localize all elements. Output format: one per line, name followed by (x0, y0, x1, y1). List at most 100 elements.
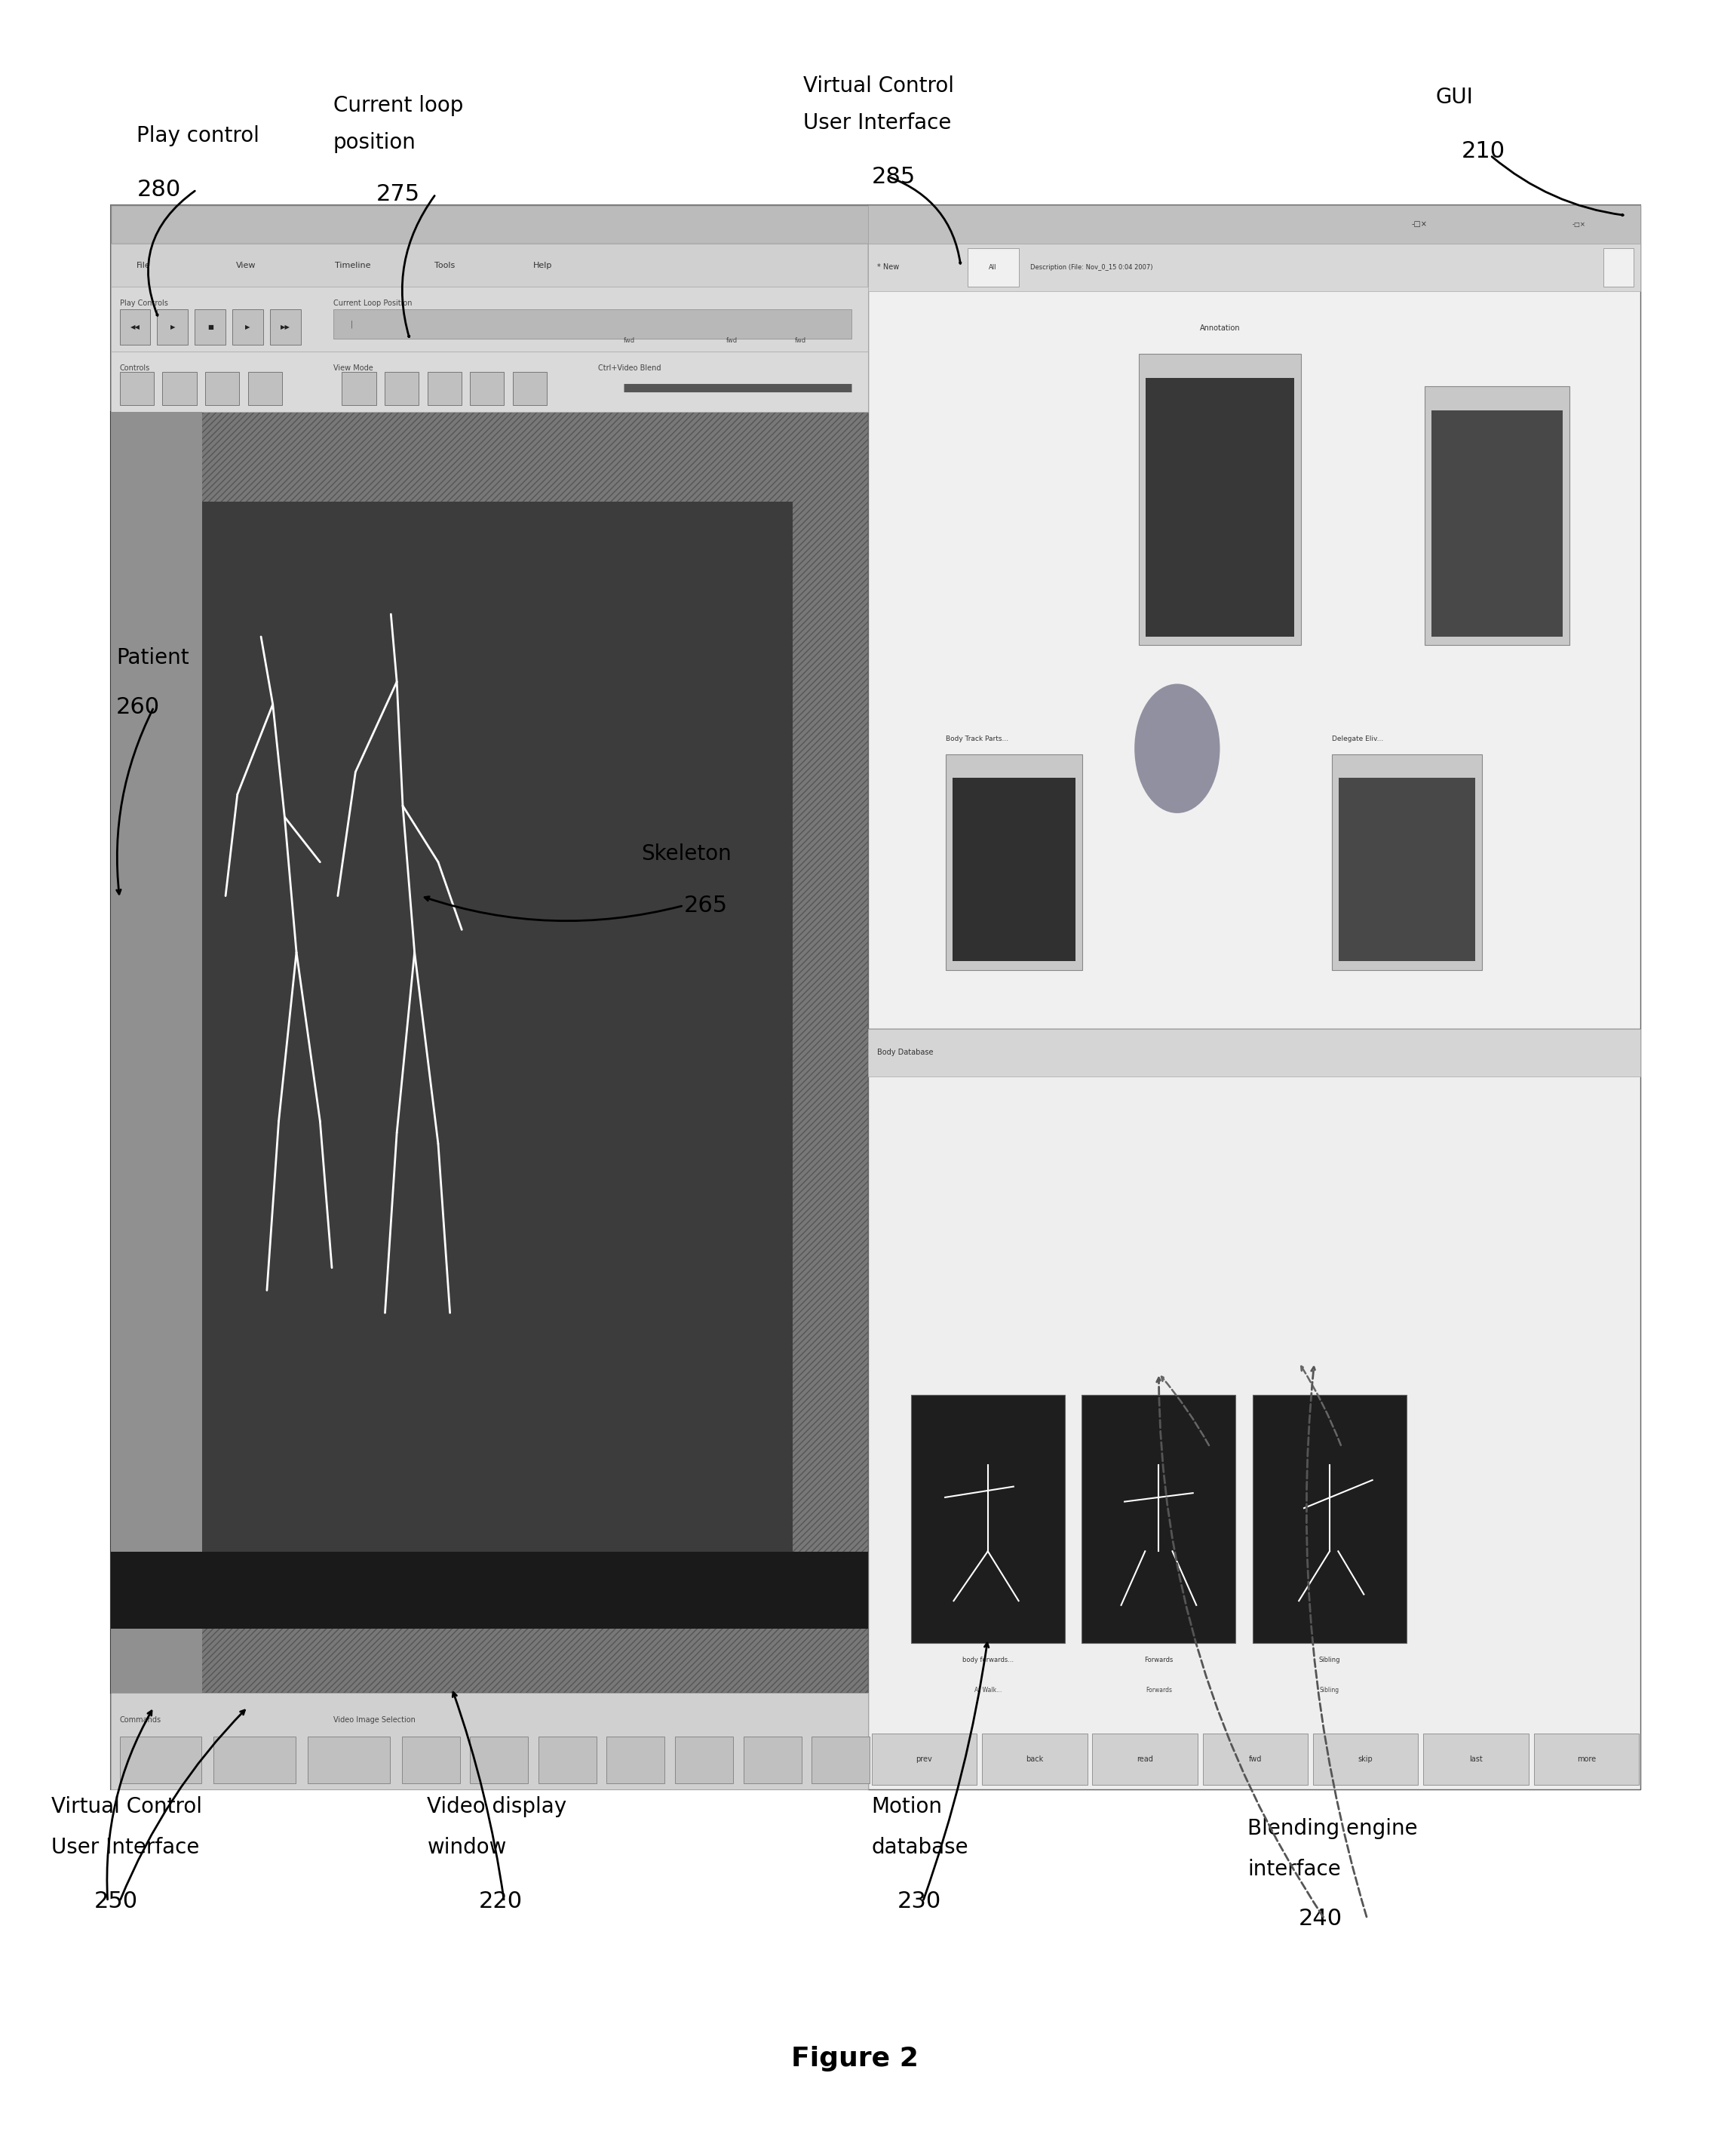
Bar (402, 1736, 460, 1783)
Bar (1092, 1733, 1198, 1785)
Bar (248, 373, 282, 405)
Bar (983, 1733, 1087, 1785)
Text: 260: 260 (116, 696, 161, 718)
Bar (111, 1692, 868, 1789)
Text: File: File (137, 261, 150, 270)
Bar (111, 351, 868, 412)
Bar (945, 755, 1082, 970)
Text: Motion: Motion (872, 1796, 942, 1818)
Bar (1203, 1733, 1307, 1785)
Text: User Interface: User Interface (803, 112, 952, 134)
Bar (157, 310, 188, 345)
Text: 280: 280 (137, 179, 181, 201)
Bar (1533, 1733, 1639, 1785)
Bar (195, 310, 226, 345)
Text: Description (File: Nov_0_15 0:04 2007): Description (File: Nov_0_15 0:04 2007) (1031, 263, 1154, 272)
Text: back: back (1025, 1755, 1044, 1764)
Text: Current Loop Position: Current Loop Position (333, 300, 412, 306)
Bar (513, 373, 547, 405)
Text: Delegate Eliv...: Delegate Eliv... (1331, 735, 1383, 742)
Text: 210: 210 (1461, 140, 1506, 162)
Text: Timeline: Timeline (335, 261, 371, 270)
Bar (232, 310, 263, 345)
Text: ▶▶: ▶▶ (280, 323, 291, 330)
Text: Tools: Tools (434, 261, 455, 270)
Text: interface: interface (1248, 1858, 1342, 1880)
Text: Figure 2: Figure 2 (791, 2046, 918, 2072)
Text: View Mode: View Mode (333, 364, 373, 373)
Text: Ctrl+Video Blend: Ctrl+Video Blend (598, 364, 661, 373)
Bar (342, 373, 376, 405)
Bar (872, 1733, 978, 1785)
Text: last: last (1470, 1755, 1483, 1764)
Text: 230: 230 (897, 1891, 942, 1912)
Bar (1145, 377, 1294, 636)
Text: window: window (427, 1837, 508, 1858)
Bar (1603, 248, 1634, 287)
Bar (470, 1736, 528, 1783)
Bar (607, 1736, 665, 1783)
Bar (868, 205, 1641, 244)
Text: Controls: Controls (120, 364, 150, 373)
Bar (952, 778, 1075, 962)
Bar (1430, 410, 1562, 636)
Bar (538, 1736, 596, 1783)
Bar (111, 287, 868, 351)
Bar (214, 1736, 296, 1783)
Text: fwd: fwd (795, 336, 807, 345)
Bar (1424, 386, 1569, 645)
Text: Video Image Selection: Video Image Selection (333, 1716, 415, 1723)
Bar (1253, 1395, 1407, 1643)
Bar (202, 502, 793, 1628)
Bar (111, 244, 1641, 287)
Bar (1424, 1733, 1528, 1785)
Text: Annotation: Annotation (1200, 326, 1241, 332)
Text: Current loop: Current loop (333, 95, 463, 116)
Text: Skeleton: Skeleton (641, 843, 731, 865)
Text: -□×: -□× (1572, 220, 1586, 229)
Bar (385, 373, 419, 405)
Text: Sibling: Sibling (1319, 1656, 1340, 1664)
Bar (111, 205, 1641, 244)
Text: -□×: -□× (1412, 220, 1427, 229)
Text: Video display: Video display (427, 1796, 567, 1818)
Text: fwd: fwd (726, 336, 738, 345)
Text: Patient: Patient (116, 647, 190, 668)
Text: |: | (350, 321, 352, 328)
Bar (1138, 354, 1301, 645)
Ellipse shape (1135, 683, 1220, 813)
Text: Commands: Commands (120, 1716, 161, 1723)
Text: * New: * New (877, 263, 899, 272)
Bar (111, 412, 202, 1692)
Text: Sibling: Sibling (1319, 1686, 1340, 1695)
Text: Forwards: Forwards (1145, 1686, 1172, 1695)
Text: 285: 285 (872, 166, 916, 188)
Bar (1082, 1395, 1236, 1643)
Text: fwd: fwd (624, 336, 636, 345)
Text: Body Database: Body Database (877, 1048, 933, 1056)
Bar (812, 1736, 870, 1783)
Text: fwd: fwd (1249, 1755, 1261, 1764)
Bar (111, 205, 868, 1789)
Text: 240: 240 (1299, 1908, 1343, 1930)
Bar (1331, 755, 1482, 970)
Text: read: read (1136, 1755, 1154, 1764)
Text: 265: 265 (684, 895, 728, 916)
Bar (868, 244, 1641, 291)
Text: Virtual Control: Virtual Control (803, 75, 954, 97)
Text: Virtual Control: Virtual Control (51, 1796, 202, 1818)
Text: position: position (333, 132, 415, 153)
Text: prev: prev (916, 1755, 933, 1764)
Bar (1338, 778, 1475, 962)
Text: ◀◀: ◀◀ (130, 323, 140, 330)
Bar (427, 373, 461, 405)
Text: ■: ■ (207, 323, 214, 330)
Text: database: database (872, 1837, 969, 1858)
Text: Body Track Parts...: Body Track Parts... (945, 735, 1008, 742)
Bar (743, 1736, 802, 1783)
Bar (911, 1395, 1065, 1643)
Bar (205, 373, 239, 405)
Text: more: more (1577, 1755, 1596, 1764)
Text: GUI: GUI (1436, 86, 1473, 108)
Bar (120, 310, 150, 345)
